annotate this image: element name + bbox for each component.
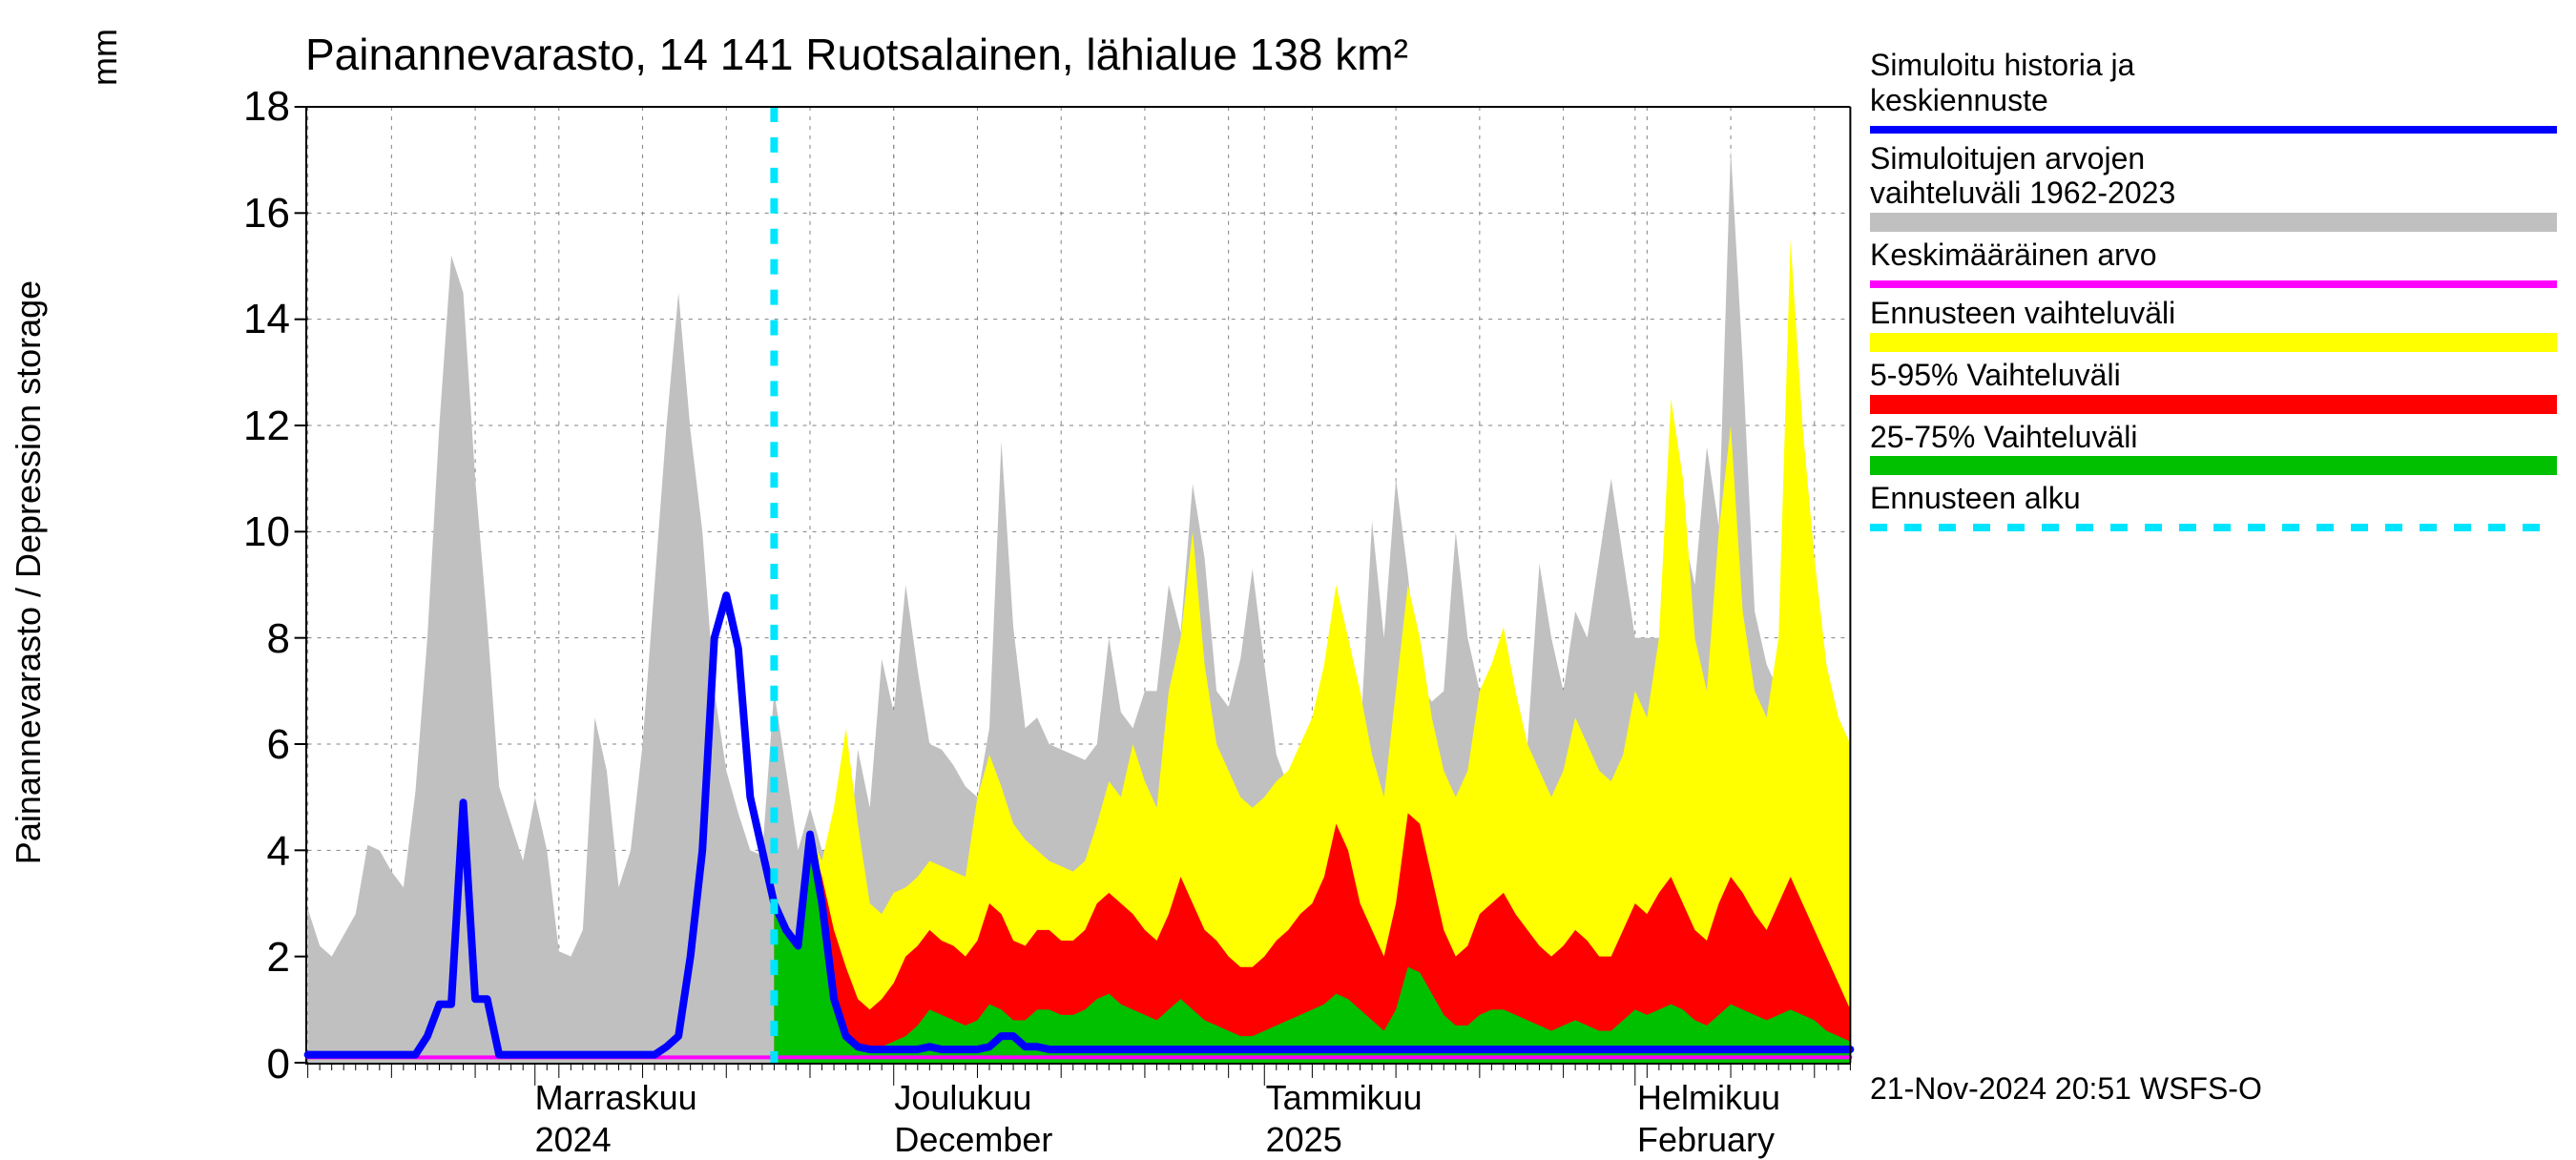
- legend-swatch: [1870, 456, 2557, 475]
- legend-swatch: [1870, 333, 2557, 352]
- timestamp: 21-Nov-2024 20:51 WSFS-O: [1870, 1071, 2262, 1107]
- x-tick-sublabel: 2024: [535, 1120, 612, 1160]
- y-tick-label: 0: [267, 1041, 290, 1088]
- legend-label: Simuloitujen arvojen: [1870, 141, 2557, 176]
- legend: Simuloitu historia jakeskiennusteSimuloi…: [1870, 48, 2557, 539]
- y-tick-label: 16: [243, 190, 290, 238]
- y-tick-label: 14: [243, 296, 290, 343]
- legend-swatch: [1870, 280, 2557, 288]
- legend-label: Ennusteen alku: [1870, 481, 2557, 516]
- legend-label: 5-95% Vaihteluväli: [1870, 358, 2557, 393]
- x-tick-label: Marraskuu: [535, 1078, 697, 1118]
- legend-swatch: [1870, 213, 2557, 232]
- y-tick-label: 6: [267, 721, 290, 769]
- legend-swatch: [1870, 395, 2557, 414]
- legend-entry-sim_forecast: Simuloitu historia jakeskiennuste: [1870, 48, 2557, 134]
- x-tick-label: Tammikuu: [1266, 1078, 1423, 1118]
- legend-label: keskiennuste: [1870, 83, 2557, 118]
- y-tick-label: 12: [243, 403, 290, 450]
- y-tick-label: 4: [267, 828, 290, 876]
- chart-title: Painannevarasto, 14 141 Ruotsalainen, lä…: [305, 29, 1408, 80]
- legend-swatch: [1870, 524, 2557, 531]
- y-tick-label: 18: [243, 83, 290, 131]
- x-tick-sublabel: 2025: [1266, 1120, 1342, 1160]
- legend-entry-hist_band: Simuloitujen arvojenvaihteluväli 1962-20…: [1870, 141, 2557, 233]
- legend-label: Ennusteen vaihteluväli: [1870, 296, 2557, 331]
- legend-label: vaihteluväli 1962-2023: [1870, 176, 2557, 211]
- legend-label: Keskimääräinen arvo: [1870, 238, 2557, 273]
- y-axis-unit: mm: [85, 29, 125, 86]
- y-tick-label: 8: [267, 615, 290, 663]
- legend-entry-fc_p5_95: 5-95% Vaihteluväli: [1870, 358, 2557, 414]
- y-tick-label: 10: [243, 508, 290, 556]
- plot-svg: [307, 107, 1851, 1063]
- y-axis-label: Painannevarasto / Depression storage: [9, 280, 49, 864]
- x-tick-label: Joulukuu: [894, 1078, 1031, 1118]
- plot-area: 024681012141618Marraskuu2024JoulukuuDece…: [305, 107, 1851, 1065]
- legend-entry-fc_full: Ennusteen vaihteluväli: [1870, 296, 2557, 352]
- legend-label: Simuloitu historia ja: [1870, 48, 2557, 83]
- x-tick-sublabel: February: [1637, 1120, 1775, 1160]
- x-tick-sublabel: December: [894, 1120, 1052, 1160]
- legend-entry-mean: Keskimääräinen arvo: [1870, 238, 2557, 288]
- chart-container: Painannevarasto / Depression storage mm …: [0, 0, 2576, 1145]
- x-tick-label: Helmikuu: [1637, 1078, 1780, 1118]
- legend-entry-fc_start: Ennusteen alku: [1870, 481, 2557, 531]
- legend-label: 25-75% Vaihteluväli: [1870, 420, 2557, 455]
- legend-entry-fc_p25_75: 25-75% Vaihteluväli: [1870, 420, 2557, 476]
- y-tick-label: 2: [267, 934, 290, 982]
- legend-swatch: [1870, 126, 2557, 134]
